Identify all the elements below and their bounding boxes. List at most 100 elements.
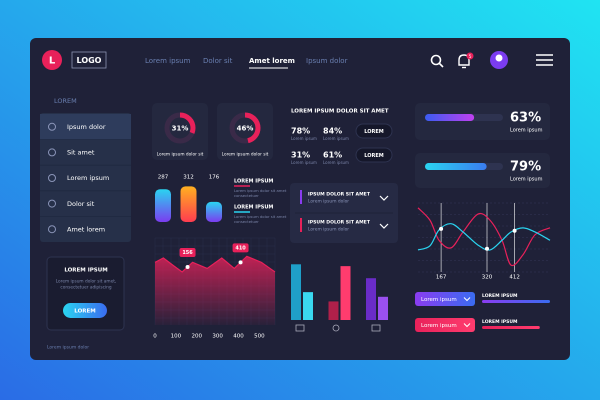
donut-label: 46% (237, 125, 254, 133)
donut-arc (164, 112, 196, 144)
marker-label: 167 (436, 275, 447, 281)
chevron (379, 223, 389, 229)
sidebar-footer: Lorem ipsum dolor (47, 345, 89, 351)
icons-row (295, 324, 381, 332)
marker-label: 156 (182, 250, 193, 256)
dropdown-accent[interactable] (300, 190, 302, 204)
chevron (463, 323, 471, 328)
stat-button[interactable] (355, 123, 393, 139)
nav-item[interactable]: Lorem ipsum (145, 57, 191, 65)
group-bar (366, 278, 376, 320)
stat-value: 31% (291, 151, 310, 160)
logo-box (71, 51, 107, 69)
legend-title: LOREM IPSUM (234, 205, 273, 211)
x-tick-label: 200 (191, 334, 202, 340)
progress-bar (425, 114, 475, 121)
menu-item[interactable]: Amet lorem (67, 225, 105, 233)
menu-icon (48, 225, 56, 234)
nav-item[interactable]: Dolor sit (203, 57, 233, 65)
logo-text: LOGO (77, 56, 102, 65)
marker-dot (485, 246, 489, 251)
stat-value: 61% (323, 151, 342, 160)
menu-icon (48, 148, 56, 157)
action-button[interactable] (415, 292, 475, 306)
donut-label: 31% (172, 125, 189, 133)
avatar-head (495, 54, 503, 62)
area-line (154, 255, 276, 273)
stat-caption: Lorem ipsum (323, 136, 349, 141)
menu-icon (48, 122, 56, 131)
progress-caption: Lorem ipsum (510, 177, 543, 183)
dropdown-text: Lorem ipsum dolor (308, 227, 349, 233)
card-text: consectetuer adipiscing (60, 285, 111, 291)
notification-badge (466, 52, 474, 60)
donut-arc (229, 112, 261, 144)
card-text: Lorem ipsum dolor sit amet, (56, 279, 117, 285)
search-icon[interactable] (430, 54, 444, 68)
x-tick-label: 500 (254, 334, 265, 340)
mini-bar-value: 312 (183, 175, 194, 181)
menu-icon[interactable] (536, 54, 553, 66)
line-series (417, 223, 551, 251)
logo-letter: L (49, 56, 56, 67)
sidebar-title: LOREM (54, 97, 77, 105)
marker-tag (232, 243, 249, 253)
progress-card (415, 103, 550, 140)
marker-label: 410 (235, 246, 246, 252)
marker-label: 320 (482, 275, 493, 281)
action-title: LOREM IPSUM (482, 293, 518, 299)
stat-caption: Lorem ipsum (291, 136, 317, 141)
sidebar-menu (40, 113, 131, 242)
marker-dot (185, 264, 190, 269)
menu-item[interactable]: Sit amet (67, 149, 95, 157)
donut-caption: Lorem ipsum dolor sit (222, 152, 269, 158)
mini-bar (155, 189, 171, 222)
nav-item[interactable]: Ipsum dolor (306, 57, 348, 65)
action-bar (482, 300, 550, 303)
stat-caption: Lorem ipsum (323, 160, 349, 165)
x-tick-label: 300 (212, 334, 223, 340)
marker-tag (179, 247, 196, 257)
stat-button-label: LOREM (364, 153, 384, 159)
progress-card (415, 153, 550, 188)
progress-bar (425, 163, 487, 170)
legend-text: consectetuer (234, 219, 259, 224)
stat-value: 78% (291, 127, 310, 136)
dropdown-accent[interactable] (300, 218, 302, 232)
stat-button[interactable] (355, 147, 393, 163)
stats-title: LOREM IPSUM DOLOR SIT AMET (291, 109, 389, 115)
notification-count: 5 (469, 54, 472, 60)
legend-text: Lorem ipsum dolor sit amet (234, 214, 287, 219)
marker-label: 412 (509, 275, 520, 281)
area-fill (155, 256, 275, 325)
marker-dot (439, 226, 444, 231)
legend-text: Lorem ipsum dolor sit amet (234, 188, 287, 193)
chevron (463, 297, 471, 302)
action-bar (482, 326, 540, 329)
stat-button-label: LOREM (364, 129, 384, 135)
group-bar (291, 264, 301, 320)
group-bar (340, 266, 351, 320)
legend-title: LOREM IPSUM (234, 179, 273, 185)
dropdown-text: Lorem ipsum dolor (308, 199, 349, 205)
menu-icon (48, 199, 56, 208)
donut-card (152, 103, 208, 160)
chevron (379, 195, 389, 201)
menu-item[interactable]: Ipsum dolor (67, 123, 106, 131)
action-button-label: Lorem ipsum (421, 323, 457, 329)
menu-item[interactable]: Dolor sit (67, 200, 95, 208)
menu-item[interactable]: Lorem ipsum (67, 174, 109, 182)
legend-text: consectetuer (234, 193, 259, 198)
nav-item[interactable]: Amet lorem (249, 57, 295, 65)
progress-caption: Lorem ipsum (510, 128, 543, 134)
stat-caption: Lorem ipsum (291, 160, 317, 165)
card-button-label: LOREM (74, 308, 95, 314)
action-button[interactable] (415, 318, 475, 332)
logo-badge[interactable] (42, 50, 62, 70)
marker-dot (238, 260, 243, 265)
mini-bar (180, 186, 197, 222)
mini-bar-value: 287 (158, 175, 169, 181)
card-button[interactable] (63, 303, 107, 318)
donut-caption: Lorem ipsum dolor sit (157, 152, 204, 158)
